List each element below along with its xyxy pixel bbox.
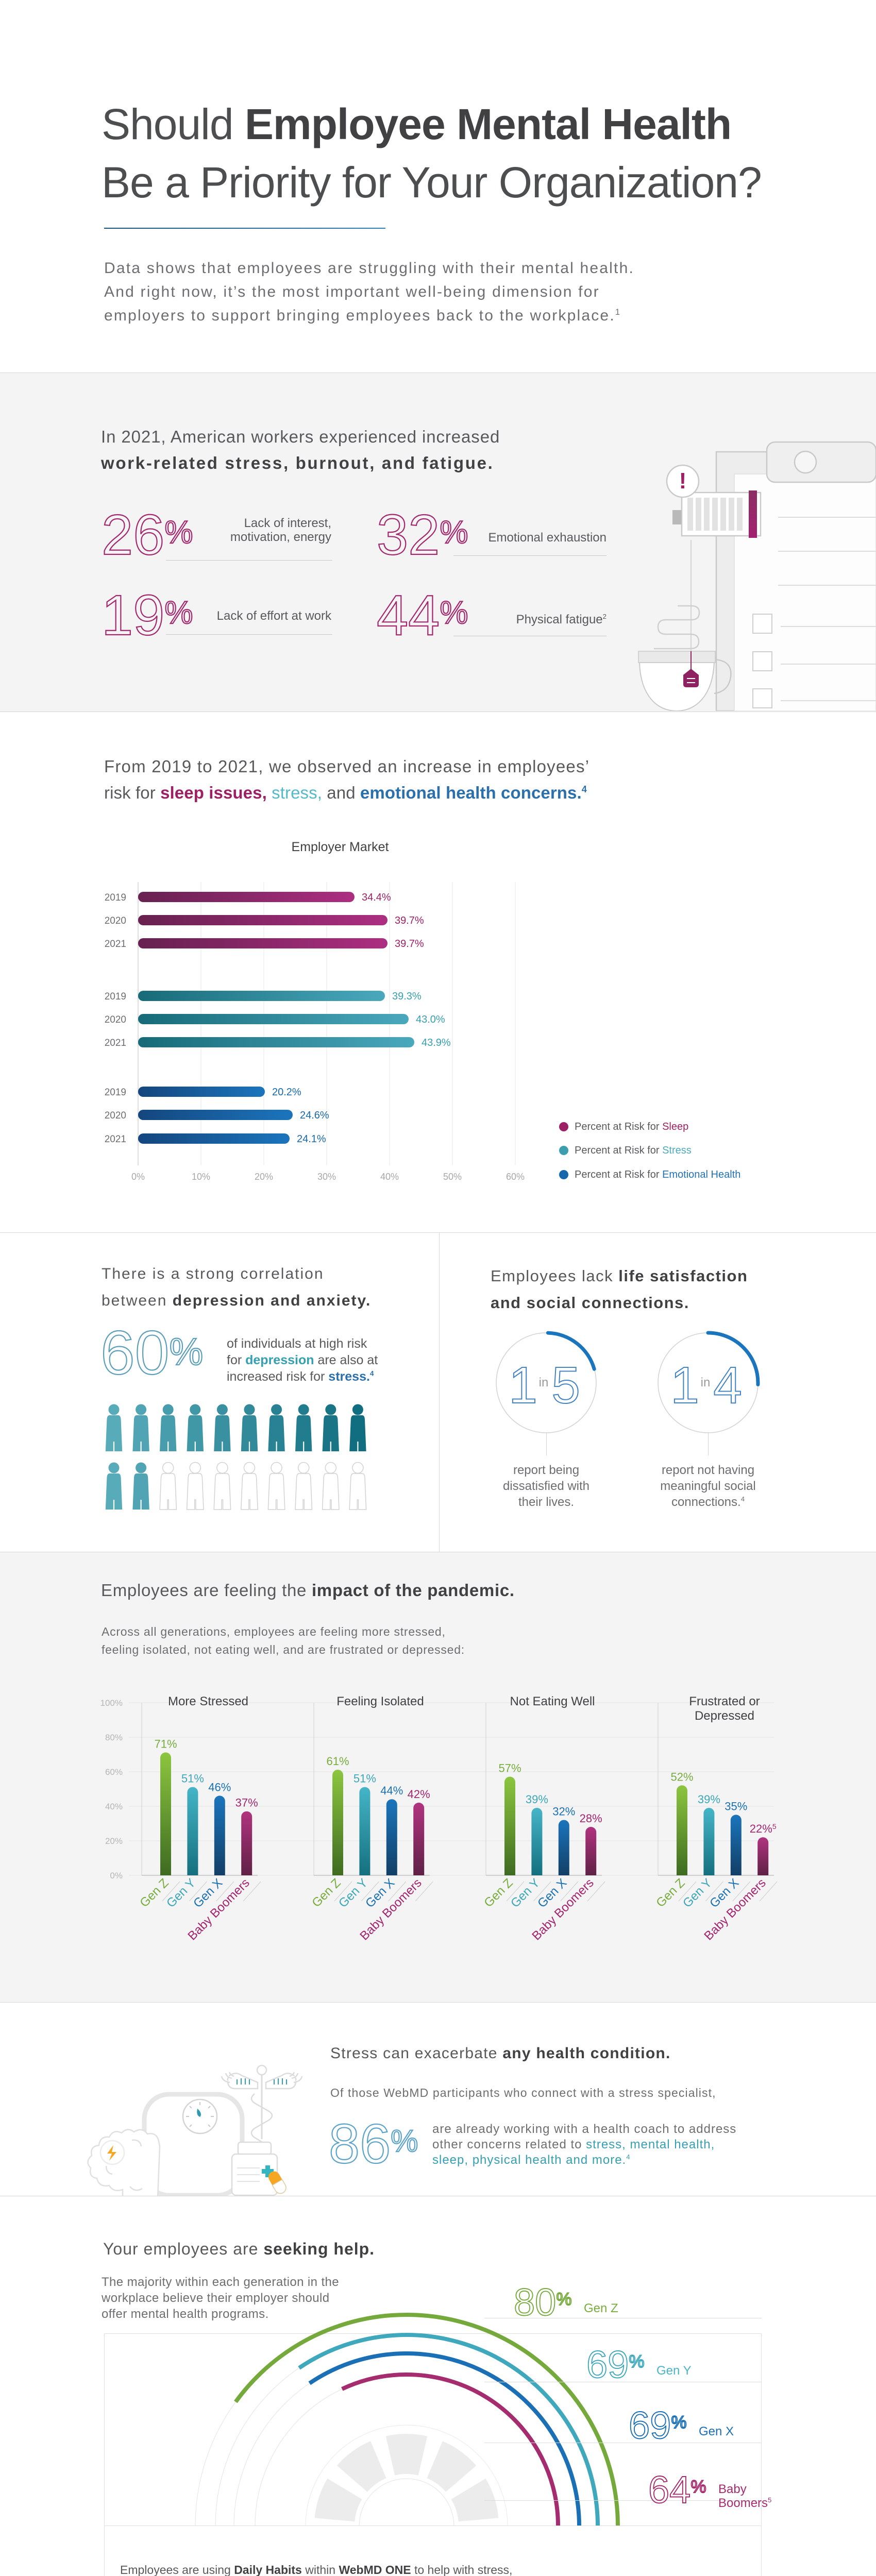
- svg-text:39.3%: 39.3%: [392, 991, 422, 1002]
- svg-text:20.2%: 20.2%: [272, 1087, 301, 1098]
- svg-text:2019: 2019: [105, 892, 126, 903]
- svg-text:24.6%: 24.6%: [300, 1110, 329, 1121]
- svg-text:43.0%: 43.0%: [416, 1014, 445, 1025]
- svg-text:24.1%: 24.1%: [297, 1133, 326, 1145]
- svg-text:39%: 39%: [526, 1793, 548, 1806]
- svg-text:30%: 30%: [317, 1172, 336, 1182]
- svg-text:!: !: [679, 468, 687, 494]
- svg-text:2019: 2019: [105, 1087, 126, 1098]
- svg-text:42%: 42%: [408, 1788, 430, 1801]
- svg-text:Frustrated or: Frustrated or: [689, 1694, 760, 1708]
- svg-text:1: 1: [509, 1357, 537, 1414]
- svg-text:57%: 57%: [498, 1762, 521, 1775]
- svg-text:2021: 2021: [105, 1038, 126, 1048]
- svg-text:51%: 51%: [353, 1772, 376, 1785]
- svg-text:Not Eating Well: Not Eating Well: [510, 1694, 595, 1708]
- svg-text:2021: 2021: [105, 1134, 126, 1145]
- svg-text:Feeling Isolated: Feeling Isolated: [336, 1694, 424, 1708]
- svg-text:5: 5: [551, 1357, 580, 1414]
- svg-text:100%: 100%: [100, 1698, 123, 1708]
- svg-text:in: in: [539, 1376, 549, 1389]
- svg-text:32%: 32%: [552, 1805, 575, 1818]
- svg-text:46%: 46%: [208, 1781, 231, 1793]
- svg-text:Gen Z: Gen Z: [137, 1876, 171, 1910]
- svg-text:50%: 50%: [443, 1172, 462, 1182]
- svg-text:Gen Y: Gen Y: [680, 1876, 715, 1910]
- svg-text:37%: 37%: [235, 1797, 258, 1809]
- svg-text:60%: 60%: [105, 1767, 123, 1777]
- svg-text:2020: 2020: [105, 1110, 126, 1121]
- svg-text:43.9%: 43.9%: [422, 1037, 451, 1048]
- svg-text:20%: 20%: [255, 1172, 273, 1182]
- svg-text:Depressed: Depressed: [695, 1709, 754, 1723]
- svg-text:40%: 40%: [380, 1172, 399, 1182]
- svg-text:0%: 0%: [131, 1172, 145, 1182]
- svg-text:60%: 60%: [506, 1172, 525, 1182]
- svg-text:40%: 40%: [105, 1802, 123, 1811]
- svg-text:0%: 0%: [110, 1871, 123, 1880]
- svg-text:10%: 10%: [192, 1172, 210, 1182]
- svg-text:Gen Y: Gen Y: [508, 1876, 543, 1910]
- svg-text:61%: 61%: [326, 1755, 349, 1768]
- svg-text:39%: 39%: [698, 1793, 720, 1806]
- svg-text:More Stressed: More Stressed: [168, 1694, 248, 1708]
- svg-text:Gen Z: Gen Z: [481, 1876, 515, 1910]
- svg-text:20%: 20%: [105, 1836, 123, 1846]
- svg-text:22%5: 22%5: [750, 1822, 777, 1835]
- svg-text:39.7%: 39.7%: [395, 915, 424, 926]
- svg-text:71%: 71%: [154, 1737, 177, 1750]
- svg-text:34.4%: 34.4%: [362, 892, 391, 903]
- svg-text:2021: 2021: [105, 939, 126, 950]
- svg-text:51%: 51%: [181, 1772, 204, 1785]
- svg-text:2020: 2020: [105, 916, 126, 926]
- svg-text:80%: 80%: [105, 1733, 123, 1742]
- svg-text:Gen Z: Gen Z: [653, 1876, 687, 1910]
- svg-text:35%: 35%: [725, 1800, 747, 1812]
- svg-text:in: in: [701, 1376, 711, 1389]
- svg-text:52%: 52%: [670, 1770, 693, 1783]
- svg-text:28%: 28%: [580, 1812, 602, 1825]
- svg-text:Gen Z: Gen Z: [309, 1876, 343, 1910]
- svg-text:Gen Y: Gen Y: [164, 1876, 198, 1910]
- svg-text:Gen Y: Gen Y: [336, 1876, 370, 1910]
- svg-text:1: 1: [670, 1357, 699, 1414]
- svg-text:44%: 44%: [380, 1784, 403, 1797]
- svg-text:2019: 2019: [105, 991, 126, 1002]
- svg-text:4: 4: [713, 1357, 742, 1414]
- svg-text:39.7%: 39.7%: [395, 938, 424, 950]
- svg-text:2020: 2020: [105, 1014, 126, 1025]
